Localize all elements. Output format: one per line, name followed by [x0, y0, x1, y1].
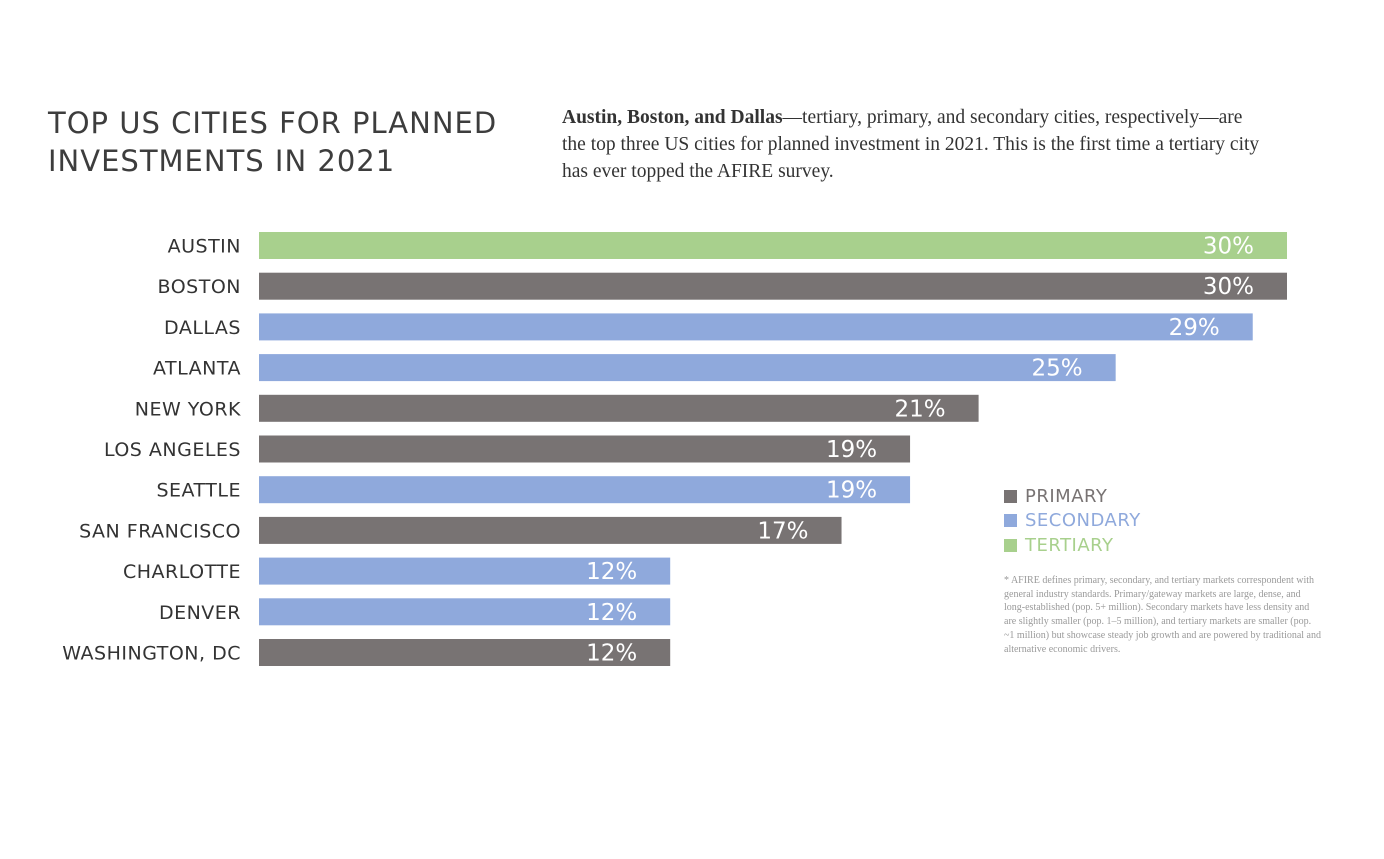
legend-swatch-tertiary	[1004, 538, 1017, 552]
chart-title-line-1: TOP US CITIES FOR PLANNED	[48, 106, 498, 140]
category-label: AUSTIN	[168, 236, 241, 258]
category-label: DALLAS	[164, 317, 241, 339]
bar-washington-dc	[259, 639, 671, 666]
legend-label-secondary: SECONDARY	[1025, 510, 1141, 532]
legend-item-primary: PRIMARY	[1004, 484, 1141, 509]
bar-boston	[259, 272, 1287, 300]
legend-item-tertiary: TERTIARY	[1004, 533, 1141, 558]
intro-bold: Austin, Boston, and Dallas	[562, 107, 783, 128]
bar-austin	[259, 232, 1287, 259]
bar-los-angeles	[259, 435, 911, 463]
data-label: 12%	[586, 600, 637, 626]
data-label: 19%	[826, 437, 877, 463]
data-label: 29%	[1169, 315, 1220, 341]
category-label: WASHINGTON, DC	[62, 643, 241, 665]
data-label: 19%	[826, 478, 877, 504]
category-label: BOSTON	[158, 276, 242, 298]
category-label: DENVER	[159, 602, 241, 624]
bar-atlanta	[259, 354, 1116, 382]
legend-swatch-primary	[1004, 489, 1017, 503]
bar-charlotte	[259, 557, 671, 585]
legend: PRIMARY SECONDARY TERTIARY	[1004, 484, 1141, 558]
legend-item-secondary: SECONDARY	[1004, 509, 1141, 534]
data-label: 21%	[894, 396, 945, 422]
legend-label-primary: PRIMARY	[1025, 485, 1108, 507]
chart-title-line-2: INVESTMENTS IN 2021	[48, 144, 396, 178]
bar-denver	[259, 598, 671, 626]
legend-swatch-secondary	[1004, 514, 1017, 528]
intro-text: Austin, Boston, and Dallas—tertiary, pri…	[562, 104, 1262, 185]
category-label: ATLANTA	[153, 358, 241, 380]
data-label: 25%	[1032, 356, 1083, 382]
category-label: SEATTLE	[156, 480, 241, 502]
data-label: 30%	[1203, 234, 1254, 260]
bar-san-francisco	[259, 516, 842, 544]
intro-body: —tertiary, primary, and secondary cities…	[562, 107, 1260, 182]
bar-dallas	[259, 313, 1253, 341]
legend-label-tertiary: TERTIARY	[1025, 534, 1114, 556]
category-label: CHARLOTTE	[123, 561, 241, 583]
category-label: SAN FRANCISCO	[79, 520, 241, 542]
data-label: 30%	[1203, 274, 1254, 300]
bar-new-york	[259, 394, 979, 422]
category-label: LOS ANGELES	[104, 439, 241, 461]
data-label: 17%	[757, 518, 808, 544]
chart-title: TOP US CITIES FOR PLANNED INVESTMENTS IN…	[48, 104, 528, 180]
bar-seattle	[259, 476, 911, 504]
data-label: 12%	[586, 559, 637, 585]
data-label: 12%	[586, 641, 637, 667]
footnote: * AFIRE defines primary, secondary, and …	[1004, 575, 1321, 655]
category-label: NEW YORK	[135, 398, 241, 420]
